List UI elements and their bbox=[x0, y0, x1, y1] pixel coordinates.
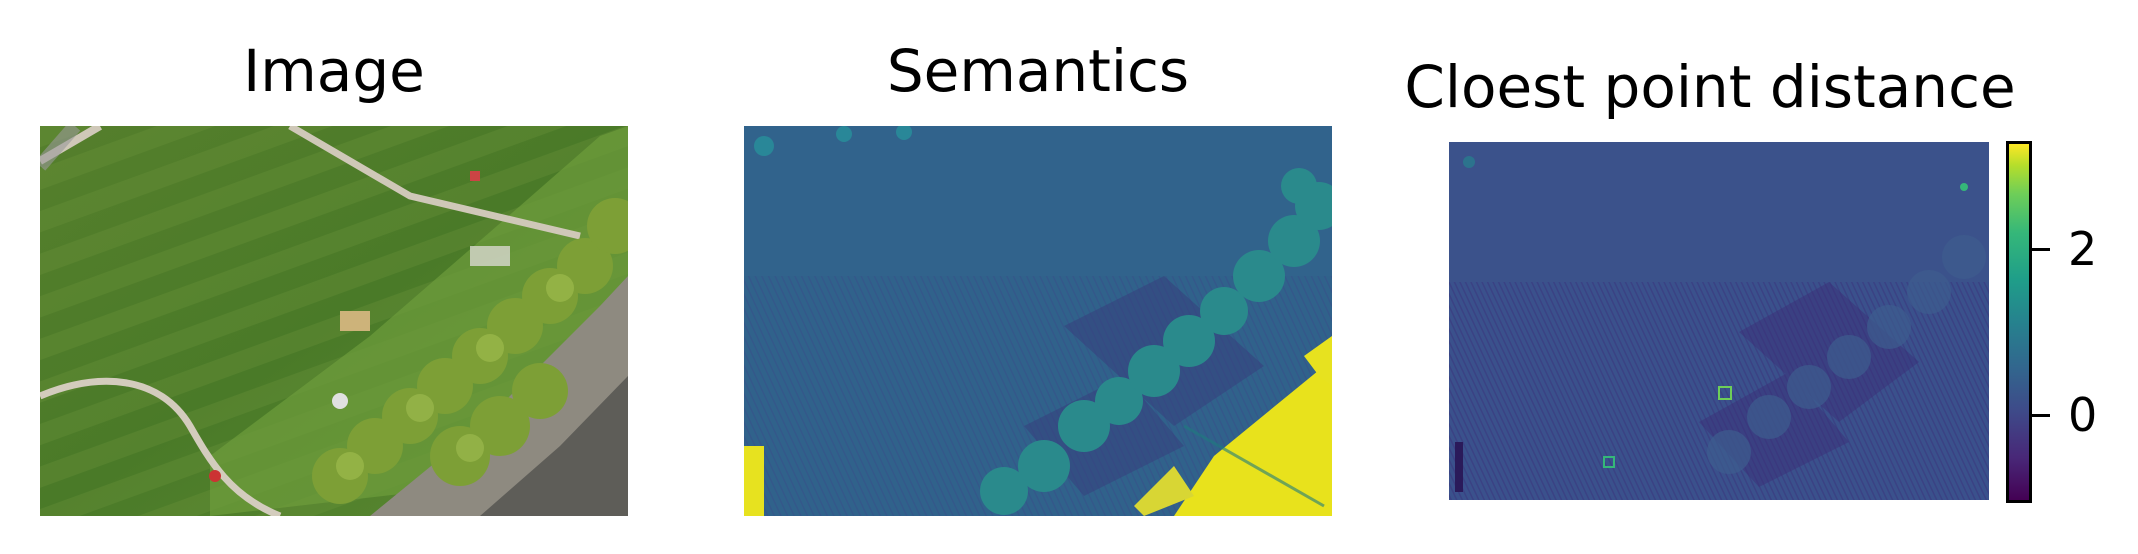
aerial-image bbox=[40, 126, 628, 516]
colorbar-tick-0 bbox=[2032, 414, 2050, 417]
colorbar bbox=[2006, 141, 2032, 503]
panel-title-distance: Cloest point distance bbox=[1404, 53, 2016, 121]
colorbar-label-0: 0 bbox=[2068, 388, 2098, 442]
colorbar-label-2: 2 bbox=[2068, 222, 2098, 276]
panel-title-semantics: Semantics bbox=[886, 37, 1190, 105]
distance-map bbox=[1449, 142, 1989, 500]
semantics-map bbox=[744, 126, 1332, 516]
colorbar-tick-2 bbox=[2032, 248, 2050, 251]
panel-title-image: Image bbox=[243, 37, 425, 105]
